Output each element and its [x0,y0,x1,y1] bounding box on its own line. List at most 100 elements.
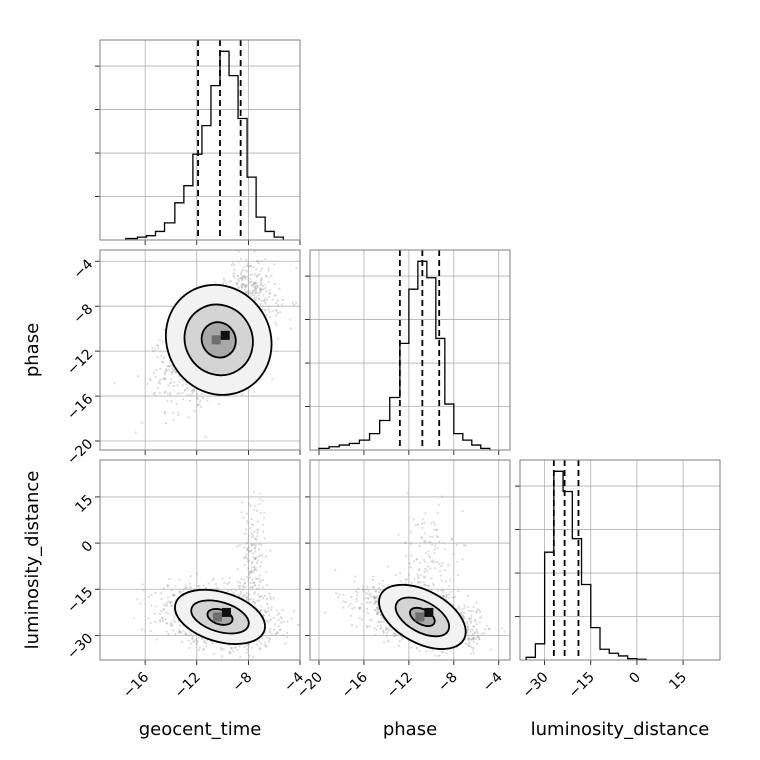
scatter-point [372,575,375,578]
scatter-point [265,290,268,293]
scatter-point [170,381,173,384]
scatter-point [170,589,174,592]
scatter-point [473,631,476,634]
scatter-point [241,393,244,396]
scatter-point [376,610,379,613]
scatter-point [372,595,376,598]
scatter-point [471,633,474,636]
scatter-point [385,627,389,630]
scatter-point [163,376,166,379]
scatter-point [269,549,272,552]
scatter-point [237,280,240,283]
scatter-point [478,616,482,620]
scatter-point [163,328,166,331]
scatter-point [440,579,443,582]
scatter-point [259,279,262,282]
scatter-point [212,577,215,580]
scatter-point [162,586,166,590]
scatter-point [261,523,264,526]
scatter-point [234,589,237,592]
scatter-point [264,644,268,647]
scatter-point [242,283,245,286]
scatter-point [253,568,256,572]
scatter-point [461,608,464,611]
scatter-point [472,638,475,641]
scatter-point [246,547,249,550]
scatter-point [259,648,262,651]
scatter-point [250,570,253,574]
scatter-point [253,281,256,284]
scatter-point [239,276,243,280]
scatter-point [264,283,267,286]
scatter-point [379,588,382,591]
scatter-point [404,577,407,581]
scatter-point [373,627,376,630]
scatter-point [475,622,478,626]
scatter-point [374,633,377,637]
scatter-point [245,555,248,558]
scatter-point [201,396,205,400]
scatter-point [241,275,245,278]
scatter-point [265,597,268,600]
scatter-point [247,262,250,265]
scatter-point [248,502,251,506]
scatter-point [188,631,192,634]
scatter-point [194,638,198,641]
scatter-point [245,667,247,669]
scatter-point [252,552,255,555]
scatter-point [254,550,257,553]
scatter-point [198,584,201,588]
scatter-point [250,544,253,547]
panel-hist-luminosity-distance: −30 −15 0 15 [515,459,721,701]
scatter-point [173,620,177,624]
scatter-point [258,599,261,602]
scatter-point [263,537,266,540]
scatter-point [157,347,160,350]
scatter-point [235,281,239,285]
scatter-point [249,281,252,284]
scatter-point [165,611,168,614]
scatter-point [161,360,164,364]
scatter-point [381,579,384,582]
scatter-point [250,280,253,283]
scatter-point [253,602,257,605]
scatter-point [382,620,385,623]
scatter-point [458,607,461,611]
scatter-point [252,390,255,393]
scatter-point [136,375,140,378]
scatter-point [260,278,263,281]
scatter-point [205,587,208,590]
scatter-point [196,403,199,407]
density-cell-peak [222,607,231,617]
scatter-point [442,588,445,592]
scatter-point [236,580,239,583]
scatter-point [487,628,490,631]
scatter-point [241,282,244,286]
panel-2d-phase-luminosity-distance: −20 −16 −12 −8 −4 [294,459,511,701]
scatter-point [372,586,376,589]
scatter-point [249,550,253,553]
scatter-point [177,414,180,417]
density-cell [211,335,221,345]
scatter-point [228,577,231,580]
scatter-point [199,400,202,403]
scatter-point [259,290,262,294]
scatter-point [241,277,244,280]
scatter-point [237,585,240,588]
scatter-point [257,261,260,264]
scatter-point [185,383,188,386]
density-cell [213,612,222,622]
scatter-point [257,577,261,580]
scatter-point [159,367,162,371]
scatter-point [244,528,248,531]
scatter-point [237,286,240,290]
scatter-point [247,573,251,576]
scatter-point [232,650,235,653]
scatter-point [250,523,253,526]
scatter-point [211,641,215,645]
scatter-point [259,574,262,577]
scatter-point [248,559,251,562]
scatter-point [250,569,253,572]
scatter-point [251,293,254,296]
scatter-point [244,275,247,279]
